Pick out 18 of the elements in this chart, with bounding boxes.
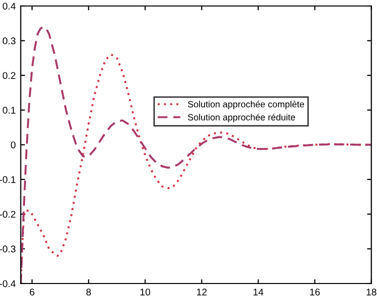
x-tick-label: 10 xyxy=(140,288,150,296)
x-tick-label: 18 xyxy=(366,288,376,296)
y-tick-label: -0.4 xyxy=(0,280,16,288)
y-tick-label: 0 xyxy=(10,141,16,148)
y-tick-label: 0.3 xyxy=(2,37,16,44)
x-tick-label: 16 xyxy=(310,288,320,296)
y-tick-label: 0.2 xyxy=(2,72,16,79)
y-tick-label: 0.4 xyxy=(2,2,16,10)
y-tick-label: -0.2 xyxy=(0,210,16,218)
y-tick-label: -0.3 xyxy=(0,246,16,252)
x-tick-label: 8 xyxy=(86,288,91,296)
y-tick-label: -0.1 xyxy=(0,176,16,184)
legend-label: Solution approchée réduite xyxy=(188,114,296,122)
x-tick-label: 14 xyxy=(254,288,264,296)
x-tick-label: 6 xyxy=(30,288,34,296)
y-tick-label: 0.1 xyxy=(2,106,16,114)
legend-label: Solution approchée complète xyxy=(188,100,304,110)
x-tick-label: 12 xyxy=(197,288,207,296)
